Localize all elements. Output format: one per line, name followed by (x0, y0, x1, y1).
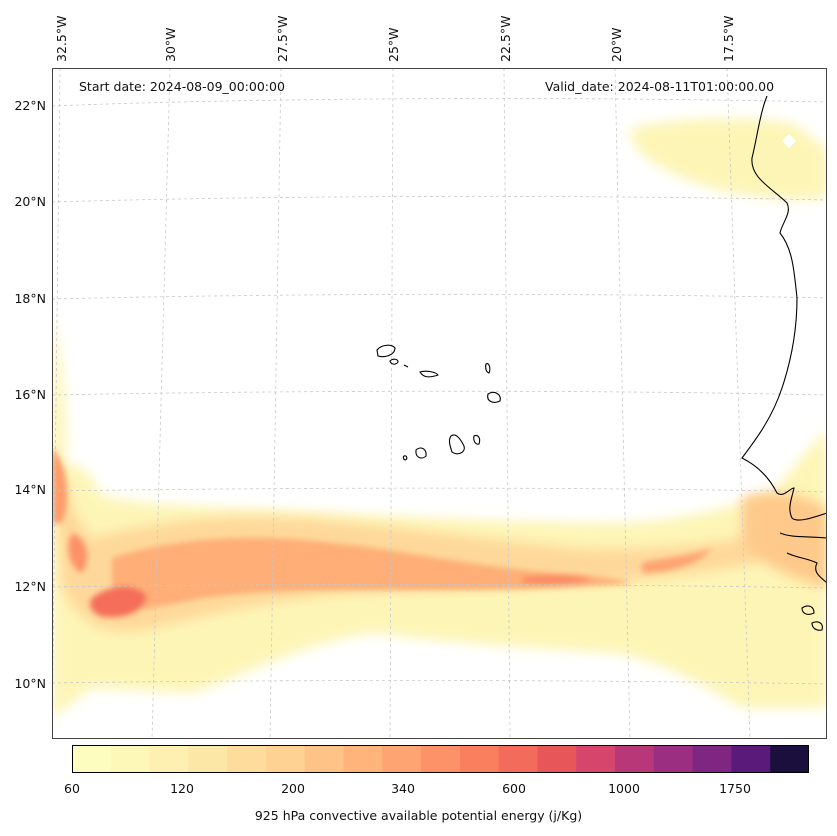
lat-label: 16°N (14, 387, 46, 402)
island-santiago (448, 434, 465, 455)
lat-label: 12°N (14, 579, 46, 594)
coast-gambia (779, 532, 827, 539)
cape-band-north (631, 118, 827, 200)
colorbar (72, 745, 809, 773)
gridlines (52, 68, 827, 739)
colorbar-segment (498, 745, 538, 773)
colorbar-segment (265, 745, 306, 773)
lon-label: 30°W (163, 27, 178, 62)
colorbar-frame (72, 745, 809, 773)
cape-blob-south (672, 548, 827, 708)
lat-label: 18°N (14, 291, 46, 306)
colorbar-segment (382, 745, 422, 773)
island-boa-vista (487, 391, 501, 403)
bissagos-island-2 (811, 621, 823, 631)
cape-core-max (90, 586, 147, 618)
lon-label: 27.5°W (275, 15, 290, 62)
lat-label: 22°N (14, 98, 46, 113)
colorbar-segment (304, 745, 345, 773)
colorbar-label: 925 hPa convective available potential e… (254, 808, 583, 823)
lon-label: 20°W (609, 27, 624, 62)
island-sao-nicolau (419, 370, 439, 378)
cape-core-west (52, 448, 68, 523)
island-brava (402, 455, 408, 461)
colorbar-segment (770, 745, 809, 773)
coast-guinea-bissau (786, 552, 827, 584)
colorbar-segment (343, 745, 383, 773)
map-frame (52, 68, 827, 739)
valid-date-annotation: Valid_date: 2024-08-11T01:00:00.00 (545, 79, 775, 94)
colorbar-tick-label: 1750 (719, 781, 751, 796)
colorbar-tick-label: 340 (391, 781, 415, 796)
cape-blob-coast (742, 492, 827, 588)
island-santa-luzia (403, 364, 409, 368)
cape-field (52, 118, 827, 718)
colorbar-tick-label: 60 (64, 781, 80, 796)
colorbar-segment (149, 745, 189, 773)
colorbar-tick-label: 1000 (608, 781, 640, 796)
cape-core-center (522, 575, 592, 585)
island-maio (473, 434, 481, 445)
cape-core-east (642, 548, 712, 573)
africa-coastline (741, 95, 827, 521)
island-sal (485, 363, 491, 374)
masked-point (781, 133, 797, 149)
cape-core-west2 (68, 533, 88, 573)
colorbar-segment (653, 745, 694, 773)
island-santo-antao (376, 344, 396, 358)
lon-label: 17.5°W (721, 15, 736, 62)
colorbar-segment (459, 745, 500, 773)
colorbar-segment (421, 745, 461, 773)
colorbar-segment (537, 745, 577, 773)
colorbar-tick-label: 600 (502, 781, 526, 796)
lon-label: 25°W (386, 27, 401, 62)
colorbar-segment (227, 745, 267, 773)
lat-label: 10°N (14, 676, 46, 691)
island-fogo (415, 447, 427, 459)
cape-band-outer (52, 308, 827, 718)
island-sao-vicente (389, 358, 399, 365)
start-date-annotation: Start date: 2024-08-09_00:00:00 (79, 79, 285, 94)
lon-label: 22.5°W (498, 15, 513, 62)
colorbar-segment (110, 745, 151, 773)
colorbar-segment (692, 745, 732, 773)
lon-label: 32.5°W (54, 15, 69, 62)
colorbar-segment (72, 745, 112, 773)
coastlines (376, 95, 827, 631)
bissagos-islands (801, 605, 815, 615)
lat-label: 14°N (14, 482, 46, 497)
colorbar-tick-label: 200 (281, 781, 305, 796)
colorbar-tick-label: 120 (170, 781, 194, 796)
cape-map (52, 68, 827, 739)
colorbar-segment (615, 745, 655, 773)
cape-core-band (112, 538, 632, 610)
colorbar-segment (731, 745, 771, 773)
colorbar-segment (576, 745, 616, 773)
lat-label: 20°N (14, 194, 46, 209)
colorbar-segment (188, 745, 228, 773)
